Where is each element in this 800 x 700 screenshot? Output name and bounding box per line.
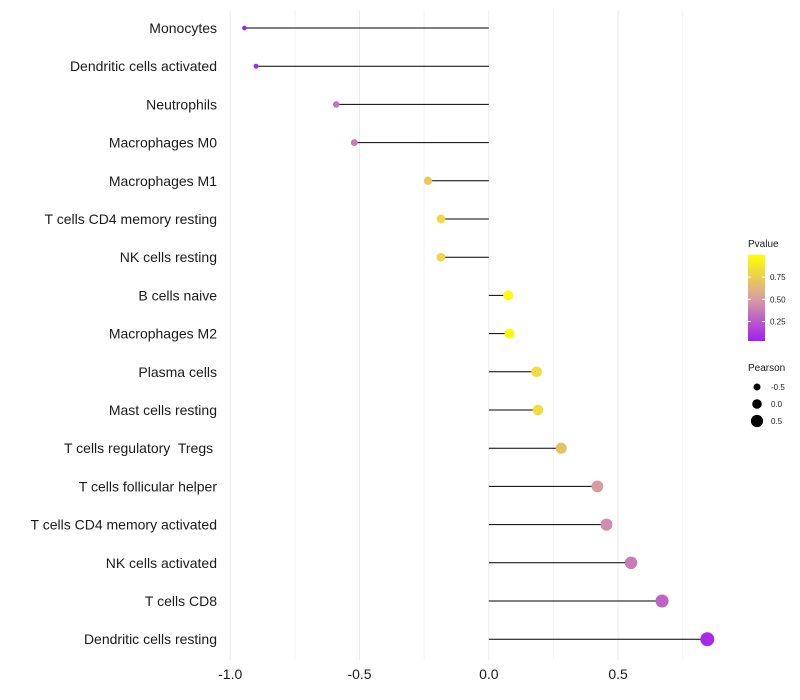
category-label-t-cells-cd8: T cells CD8 xyxy=(145,593,217,609)
x-tick-label: -1.0 xyxy=(218,666,242,682)
colorbar-tick-label: 0.50 xyxy=(770,295,786,304)
lollipop-stems xyxy=(244,27,708,640)
point-t-cells-cd8 xyxy=(655,594,669,608)
pearson-legend-key xyxy=(750,414,764,428)
pearson-legend-title: Pearson xyxy=(748,363,785,374)
category-label-plasma-cells: Plasma cells xyxy=(138,364,217,380)
category-label-neutrophils: Neutrophils xyxy=(146,96,217,112)
category-label-dendritic-cells-resting: Dendritic cells resting xyxy=(84,631,217,647)
pvalue-colorbar xyxy=(748,255,765,341)
category-label-t-cells-cd4-memory-activated: T cells CD4 memory activated xyxy=(31,517,217,533)
x-tick-label: -0.5 xyxy=(347,666,371,682)
point-dendritic-cells-resting xyxy=(700,632,715,647)
grid-lines xyxy=(229,10,684,660)
point-b-cells-naive xyxy=(503,290,514,301)
category-label-t-cells-cd4-memory-resting: T cells CD4 memory resting xyxy=(45,211,217,227)
point-nk-cells-activated xyxy=(624,556,638,570)
point-macrophages-m0 xyxy=(350,139,358,147)
category-label-nk-cells-resting: NK cells resting xyxy=(120,249,217,265)
pvalue-legend: Pvalue 0.75 0.50 0.25 xyxy=(748,239,786,341)
pearson-legend-label: 0.0 xyxy=(771,400,783,409)
point-plasma-cells xyxy=(531,366,542,378)
category-labels: Monocytes Dendritic cells activated Neutro… xyxy=(31,20,218,647)
point-t-cells-regulatory-tregs xyxy=(555,442,567,454)
lollipop-points xyxy=(242,25,715,647)
point-macrophages-m1 xyxy=(423,176,433,185)
point-mast-cells-resting xyxy=(532,404,544,416)
category-label-monocytes: Monocytes xyxy=(149,20,217,36)
point-monocytes xyxy=(242,25,247,31)
pearson-legend-label: 0.5 xyxy=(771,417,783,426)
category-label-t-cells-follicular-helper: T cells follicular helper xyxy=(79,478,218,494)
point-macrophages-m2 xyxy=(504,328,515,339)
point-t-cells-follicular-helper xyxy=(591,480,604,493)
category-label-macrophages-m2: Macrophages M2 xyxy=(109,326,217,342)
x-tick-label: 0.5 xyxy=(608,666,628,682)
pvalue-legend-title: Pvalue xyxy=(748,239,779,250)
point-t-cells-cd4-memory-resting xyxy=(436,214,446,224)
colorbar-tick-label: 0.75 xyxy=(770,273,786,282)
category-label-mast-cells-resting: Mast cells resting xyxy=(109,402,217,418)
pearson-legend: Pearson -0.5 0.0 0.5 xyxy=(748,363,785,428)
pearson-legend-key xyxy=(753,383,761,391)
pearson-legend-label: -0.5 xyxy=(771,383,785,392)
category-label-b-cells-naive: B cells naive xyxy=(138,287,217,303)
category-label-t-cells-regulatory-tregs: T cells regulatory Tregs xyxy=(64,440,217,456)
point-neutrophils xyxy=(332,101,340,108)
category-label-macrophages-m0: Macrophages M0 xyxy=(109,135,217,151)
x-tick-label: 0.0 xyxy=(479,666,499,682)
pearson-legend-key xyxy=(752,399,762,409)
colorbar-tick-label: 0.25 xyxy=(770,317,786,326)
category-label-macrophages-m1: Macrophages M1 xyxy=(109,173,217,189)
category-label-dendritic-cells-activated: Dendritic cells activated xyxy=(70,58,217,74)
x-axis-tick-labels: -1.0 -0.5 0.0 0.5 xyxy=(218,666,628,682)
point-dendritic-cells-activated xyxy=(253,63,259,69)
point-t-cells-cd4-memory-activated xyxy=(600,518,613,531)
point-nk-cells-resting xyxy=(436,252,446,262)
category-label-nk-cells-activated: NK cells activated xyxy=(106,555,217,571)
